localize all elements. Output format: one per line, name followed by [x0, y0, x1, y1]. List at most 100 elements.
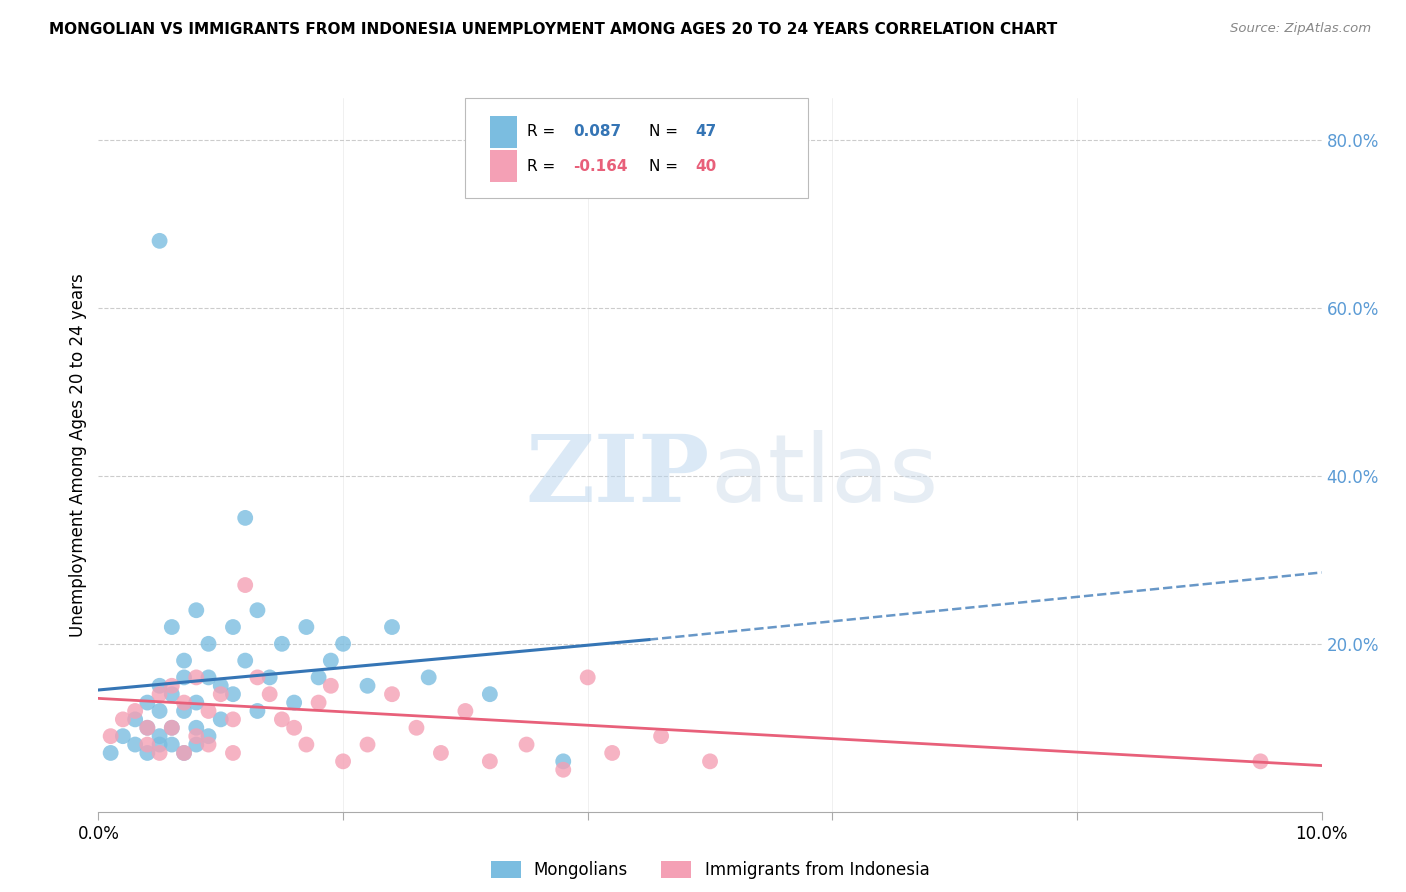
Point	[332, 637, 354, 651]
Point	[233, 654, 256, 668]
Point	[699, 755, 721, 769]
Point	[308, 696, 330, 710]
Point	[173, 704, 195, 718]
Point	[516, 738, 538, 752]
Point	[283, 696, 305, 710]
Text: R =: R =	[526, 159, 560, 174]
Point	[173, 670, 195, 684]
Point	[270, 712, 292, 726]
Point	[149, 746, 172, 760]
Point	[111, 712, 134, 726]
Point	[160, 620, 183, 634]
Point	[308, 670, 330, 684]
Point	[160, 687, 183, 701]
Point	[259, 687, 281, 701]
Point	[149, 234, 172, 248]
Point	[111, 729, 134, 743]
Point	[454, 704, 477, 718]
Point	[283, 721, 305, 735]
Point	[100, 746, 122, 760]
Point	[209, 687, 232, 701]
Point	[295, 738, 318, 752]
Point	[186, 721, 208, 735]
Point	[186, 696, 208, 710]
Point	[124, 712, 146, 726]
Point	[270, 637, 292, 651]
Point	[186, 670, 208, 684]
Point	[149, 679, 172, 693]
Text: ZIP: ZIP	[526, 432, 710, 521]
Point	[197, 704, 219, 718]
Point	[650, 729, 672, 743]
Text: MONGOLIAN VS IMMIGRANTS FROM INDONESIA UNEMPLOYMENT AMONG AGES 20 TO 24 YEARS CO: MONGOLIAN VS IMMIGRANTS FROM INDONESIA U…	[49, 22, 1057, 37]
Point	[222, 746, 245, 760]
Point	[295, 620, 318, 634]
Point	[405, 721, 427, 735]
Point	[576, 670, 599, 684]
Point	[160, 679, 183, 693]
Point	[186, 603, 208, 617]
Point	[246, 603, 269, 617]
Point	[1249, 755, 1271, 769]
Text: N =: N =	[650, 124, 683, 139]
Legend: Mongolians, Immigrants from Indonesia: Mongolians, Immigrants from Indonesia	[484, 854, 936, 886]
Point	[233, 578, 256, 592]
Text: 0.087: 0.087	[574, 124, 621, 139]
Point	[160, 738, 183, 752]
Point	[173, 654, 195, 668]
Point	[600, 746, 623, 760]
Point	[381, 687, 404, 701]
Point	[246, 704, 269, 718]
Point	[149, 704, 172, 718]
Point	[233, 511, 256, 525]
FancyBboxPatch shape	[489, 116, 517, 148]
Point	[186, 729, 208, 743]
Point	[356, 738, 378, 752]
Text: 40: 40	[696, 159, 717, 174]
Point	[136, 721, 159, 735]
Point	[173, 746, 195, 760]
Point	[222, 687, 245, 701]
Point	[246, 670, 269, 684]
Point	[197, 738, 219, 752]
Point	[381, 620, 404, 634]
Point	[149, 687, 172, 701]
Text: Source: ZipAtlas.com: Source: ZipAtlas.com	[1230, 22, 1371, 36]
Point	[478, 687, 501, 701]
Text: R =: R =	[526, 124, 560, 139]
Point	[100, 729, 122, 743]
Point	[209, 679, 232, 693]
Point	[136, 696, 159, 710]
Point	[136, 738, 159, 752]
Point	[209, 712, 232, 726]
Text: 47: 47	[696, 124, 717, 139]
Point	[186, 738, 208, 752]
Point	[222, 712, 245, 726]
Point	[222, 620, 245, 634]
FancyBboxPatch shape	[465, 98, 808, 198]
Point	[136, 721, 159, 735]
Point	[160, 721, 183, 735]
Point	[332, 755, 354, 769]
Point	[319, 679, 342, 693]
Point	[149, 738, 172, 752]
Text: -0.164: -0.164	[574, 159, 627, 174]
Point	[197, 637, 219, 651]
Point	[553, 763, 575, 777]
Point	[197, 670, 219, 684]
Point	[553, 755, 575, 769]
Point	[149, 729, 172, 743]
Point	[124, 738, 146, 752]
Point	[418, 670, 440, 684]
Point	[356, 679, 378, 693]
Point	[160, 721, 183, 735]
Point	[173, 746, 195, 760]
Point	[173, 696, 195, 710]
Point	[430, 746, 453, 760]
Point	[197, 729, 219, 743]
Point	[319, 654, 342, 668]
Point	[124, 704, 146, 718]
Y-axis label: Unemployment Among Ages 20 to 24 years: Unemployment Among Ages 20 to 24 years	[69, 273, 87, 637]
Point	[259, 670, 281, 684]
Text: N =: N =	[650, 159, 683, 174]
